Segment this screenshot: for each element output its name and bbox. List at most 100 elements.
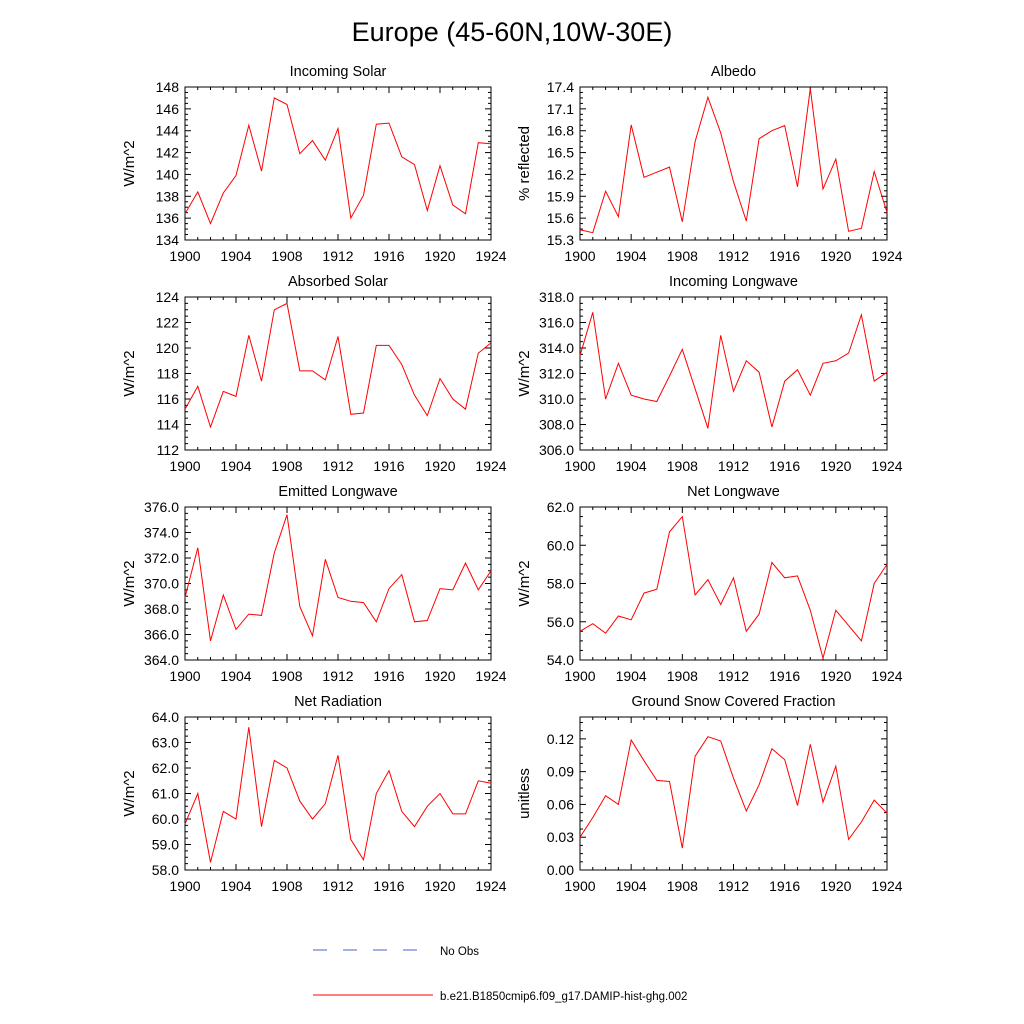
chart-title: Absorbed Solar	[288, 274, 388, 290]
y-tick-label: 16.5	[547, 145, 574, 161]
chart-title: Incoming Solar	[290, 64, 387, 80]
x-tick-label: 1924	[475, 248, 506, 264]
legend-label: No Obs	[440, 946, 479, 958]
x-tick-label: 1912	[718, 248, 749, 264]
x-tick-label: 1920	[820, 248, 851, 264]
x-tick-label: 1920	[820, 458, 851, 474]
x-tick-label: 1912	[718, 878, 749, 894]
y-tick-label: 112	[157, 442, 180, 458]
y-tick-label: 306.0	[539, 442, 574, 458]
chart-title: Albedo	[711, 64, 756, 80]
y-axis-label: W/m^2	[121, 770, 138, 816]
chart-panel-7: Ground Snow Covered Fraction unitless 1900…	[516, 694, 903, 894]
x-tick-label: 1920	[820, 878, 851, 894]
x-tick-label: 1904	[616, 248, 647, 264]
y-tick-label: 0.03	[547, 829, 574, 845]
y-tick-label: 308.0	[539, 417, 574, 433]
y-tick-label: 136	[156, 210, 180, 226]
panels-group: Incoming Solar W/m^2 1900 1904 1908 1912 1916 1…	[121, 64, 903, 894]
y-tick-label: 318.0	[539, 289, 574, 305]
y-axis-label: W/m^2	[121, 140, 138, 186]
y-axis-label: W/m^2	[121, 560, 138, 606]
chart-panel-4: Emitted Longwave W/m^2 1900 1904 1908 1912 191…	[121, 484, 507, 684]
x-tick-label: 1924	[475, 878, 506, 894]
y-tick-label: 314.0	[539, 340, 574, 356]
x-tick-label: 1912	[718, 668, 749, 684]
series-line	[184, 97, 492, 225]
x-tick-label: 1904	[616, 878, 647, 894]
y-tick-label: 374.0	[144, 525, 179, 541]
y-tick-label: 376.0	[144, 499, 179, 515]
x-tick-label: 1924	[871, 458, 902, 474]
y-tick-label: 372.0	[144, 550, 179, 566]
x-tick-label: 1904	[220, 248, 251, 264]
y-tick-label: 17.4	[547, 79, 574, 95]
y-tick-label: 64.0	[152, 709, 179, 725]
x-tick-label: 1900	[169, 668, 200, 684]
y-axis-label: W/m^2	[121, 350, 138, 396]
series-line	[579, 736, 888, 849]
x-tick-label: 1916	[769, 668, 800, 684]
y-tick-label: 122	[156, 315, 180, 331]
x-tick-label: 1920	[424, 878, 455, 894]
x-tick-label: 1912	[322, 248, 353, 264]
x-tick-label: 1924	[475, 458, 506, 474]
y-tick-label: 54.0	[547, 652, 574, 668]
y-tick-label: 16.8	[547, 123, 574, 139]
series-line	[579, 312, 888, 429]
x-tick-label: 1904	[220, 458, 251, 474]
x-tick-label: 1916	[373, 248, 404, 264]
y-tick-label: 364.0	[144, 652, 179, 668]
x-tick-label: 1920	[424, 458, 455, 474]
series-line	[579, 515, 888, 661]
x-tick-label: 1916	[373, 878, 404, 894]
legend: No Obs b.e21.B1850cmip6.f09_g17.DAMIP-his…	[313, 946, 687, 1003]
x-tick-label: 1900	[169, 458, 200, 474]
x-tick-label: 1908	[271, 668, 302, 684]
plot-frame	[579, 296, 888, 451]
y-tick-label: 0.06	[547, 796, 574, 812]
y-tick-label: 140	[156, 166, 180, 182]
series-line	[184, 302, 492, 429]
chart-panel-2: Absorbed Solar W/m^2 1900 1904 1908 1912 1916 1…	[121, 274, 507, 474]
x-tick-label: 1916	[373, 668, 404, 684]
y-tick-label: 146	[156, 101, 180, 117]
series-line	[184, 514, 492, 642]
plot-frame	[579, 506, 888, 661]
y-tick-label: 134	[156, 232, 180, 248]
x-tick-label: 1908	[271, 248, 302, 264]
chart-title: Ground Snow Covered Fraction	[632, 694, 836, 710]
x-tick-label: 1908	[271, 458, 302, 474]
x-tick-label: 1920	[820, 668, 851, 684]
x-tick-label: 1924	[871, 878, 902, 894]
legend-label: b.e21.B1850cmip6.f09_g17.DAMIP-hist-ghg.…	[440, 991, 687, 1003]
y-tick-label: 144	[156, 123, 180, 139]
x-tick-label: 1904	[220, 878, 251, 894]
x-tick-label: 1904	[220, 668, 251, 684]
chart-panel-0: Incoming Solar W/m^2 1900 1904 1908 1912 1916 1…	[121, 64, 507, 264]
y-tick-label: 62.0	[547, 499, 574, 515]
x-tick-label: 1916	[769, 248, 800, 264]
x-tick-label: 1920	[424, 248, 455, 264]
plot-frame	[184, 296, 492, 451]
x-tick-label: 1912	[718, 458, 749, 474]
x-tick-label: 1916	[769, 458, 800, 474]
y-tick-label: 56.0	[547, 614, 574, 630]
x-tick-label: 1924	[871, 668, 902, 684]
y-tick-label: 60.0	[152, 811, 179, 827]
y-tick-label: 142	[156, 145, 180, 161]
y-tick-label: 58.0	[547, 576, 574, 592]
x-tick-label: 1900	[564, 248, 595, 264]
x-tick-label: 1912	[322, 668, 353, 684]
y-tick-label: 116	[157, 391, 180, 407]
chart-title: Net Radiation	[294, 694, 382, 710]
y-tick-label: 310.0	[539, 391, 574, 407]
x-tick-label: 1908	[667, 668, 698, 684]
x-tick-label: 1900	[564, 668, 595, 684]
y-tick-label: 316.0	[539, 315, 574, 331]
y-axis-label: W/m^2	[516, 350, 533, 396]
x-tick-label: 1904	[616, 458, 647, 474]
x-tick-label: 1912	[322, 458, 353, 474]
y-tick-label: 0.09	[547, 764, 574, 780]
